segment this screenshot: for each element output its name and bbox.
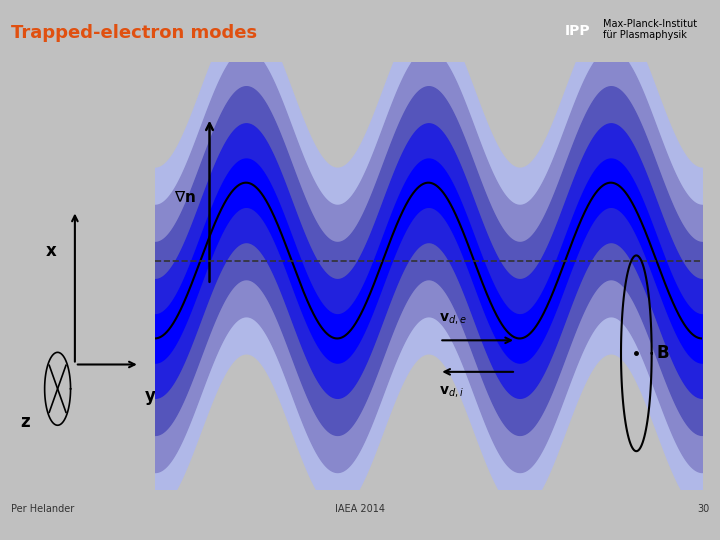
Text: $\mathbf{z}$: $\mathbf{z}$ bbox=[20, 413, 31, 431]
Text: $\mathbf{y}$: $\mathbf{y}$ bbox=[144, 389, 156, 407]
Text: IPP: IPP bbox=[565, 24, 590, 38]
Text: Per Helander: Per Helander bbox=[11, 504, 74, 514]
Text: $\mathbf{B}$: $\mathbf{B}$ bbox=[656, 345, 670, 362]
Text: Max-Planck-Institut: Max-Planck-Institut bbox=[603, 19, 698, 29]
Text: $\mathbf{v}_{d,i}$: $\mathbf{v}_{d,i}$ bbox=[439, 385, 464, 400]
Text: für Plasmaphysik: für Plasmaphysik bbox=[603, 30, 687, 40]
Text: $\mathbf{v}_{d,e}$: $\mathbf{v}_{d,e}$ bbox=[439, 312, 467, 327]
Text: $\nabla\mathbf{n}$: $\nabla\mathbf{n}$ bbox=[174, 190, 196, 205]
Text: Trapped-electron modes: Trapped-electron modes bbox=[11, 24, 257, 42]
Text: IAEA 2014: IAEA 2014 bbox=[335, 504, 385, 514]
Text: 30: 30 bbox=[697, 504, 709, 514]
Text: $\mathbf{x}$: $\mathbf{x}$ bbox=[45, 242, 58, 260]
